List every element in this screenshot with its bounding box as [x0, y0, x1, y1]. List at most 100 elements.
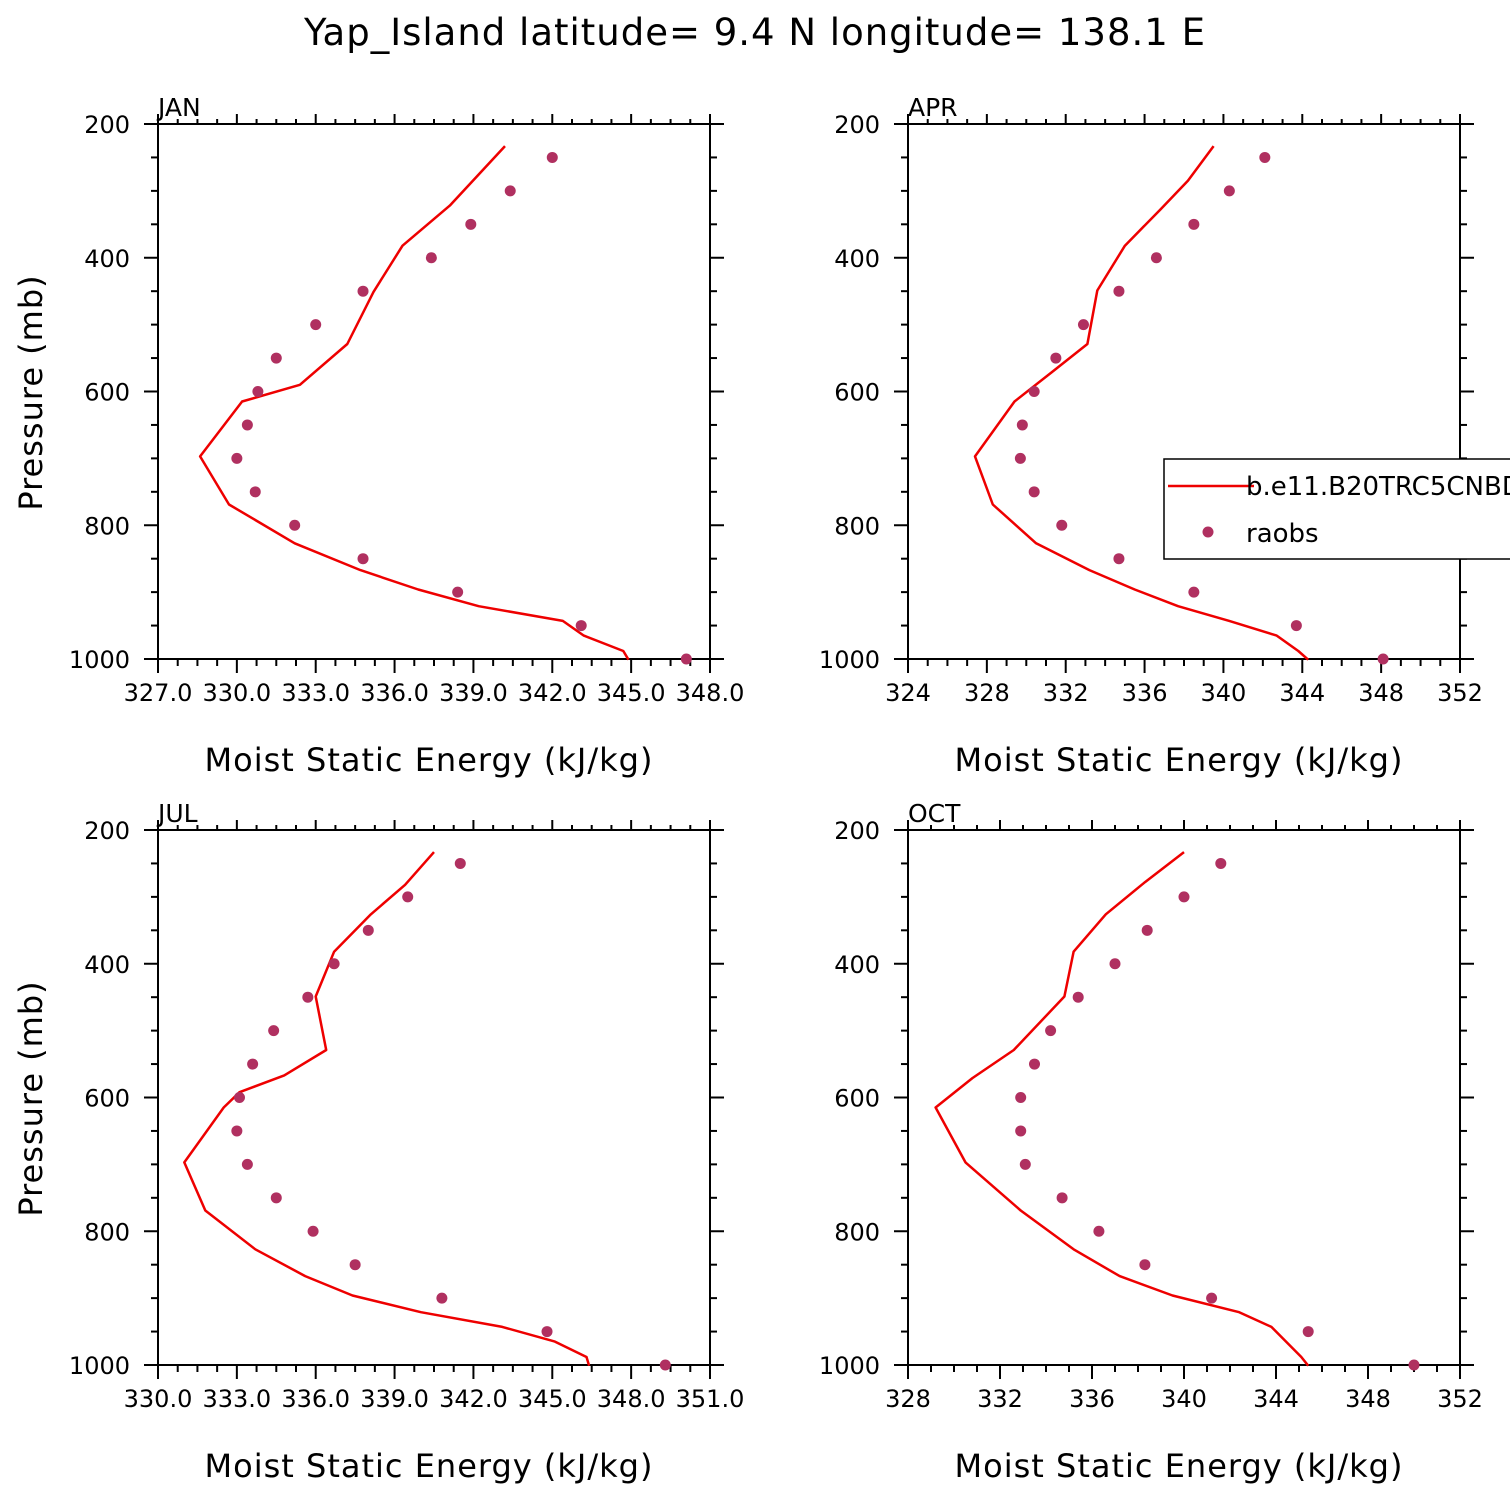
raobs-point: [1223, 185, 1235, 197]
raobs-point: [1139, 1259, 1151, 1271]
x-tick-label: 345.0: [597, 679, 666, 707]
y-tick-label: 800: [84, 512, 130, 540]
raobs-point: [465, 218, 477, 230]
x-tick-label: 332: [977, 1385, 1023, 1413]
raobs-point: [270, 1192, 282, 1204]
raobs-point: [252, 386, 264, 397]
raobs-point: [1028, 386, 1040, 397]
panel-label: JUL: [156, 799, 198, 828]
plot-frame: [157, 123, 711, 660]
raobs-point: [1113, 285, 1125, 297]
x-tick-label: 348.0: [597, 1385, 666, 1413]
raobs-point: [1259, 151, 1271, 163]
raobs-point: [231, 452, 243, 464]
x-tick-label: 339.0: [439, 679, 508, 707]
x-tick-label: 332: [1043, 679, 1089, 707]
raobs-point: [1028, 486, 1040, 498]
x-tick-label: 340: [1161, 1385, 1207, 1413]
x-tick-label: 348: [1345, 1385, 1391, 1413]
x-tick-label: 330.0: [124, 1385, 193, 1413]
y-tick-label: 600: [834, 379, 880, 407]
plot-frame: [907, 123, 1461, 660]
x-tick-label: 333.0: [202, 1385, 271, 1413]
raobs-point: [1178, 891, 1190, 903]
x-tick-label: 333.0: [281, 679, 350, 707]
panel-label: JAN: [156, 93, 201, 122]
x-tick-label: 327.0: [124, 679, 193, 707]
model-profile-line: [934, 851, 1310, 1367]
figure-title: Yap_Island latitude= 9.4 N longitude= 13…: [303, 11, 1206, 54]
raobs-point: [1015, 1092, 1027, 1103]
x-tick-label: 348: [1358, 679, 1404, 707]
raobs-point: [1206, 1292, 1218, 1304]
x-tick-label: 351.0: [676, 1385, 745, 1413]
raobs-point: [349, 1259, 361, 1271]
raobs-point: [1141, 924, 1153, 936]
raobs-point: [1150, 252, 1162, 264]
raobs-point: [241, 1158, 253, 1170]
raobs-point: [436, 1292, 448, 1304]
x-tick-label: 348.0: [676, 679, 745, 707]
raobs-point: [541, 1326, 553, 1338]
y-tick-label: 1000: [819, 1352, 880, 1380]
y-tick-label: 200: [84, 111, 130, 139]
raobs-point: [1056, 519, 1068, 531]
x-tick-label: 340: [1201, 679, 1247, 707]
x-axis-title: Moist Static Energy (kJ/kg): [955, 741, 1404, 779]
raobs-point: [268, 1025, 280, 1037]
raobs-point: [402, 891, 414, 903]
model-profile-line: [973, 145, 1310, 661]
y-tick-label: 400: [84, 245, 130, 273]
y-tick-label: 200: [834, 111, 880, 139]
raobs-point: [1188, 586, 1200, 598]
raobs-point: [241, 419, 253, 431]
raobs-point: [425, 252, 437, 264]
x-tick-label: 328: [885, 1385, 931, 1413]
x-tick-label: 336.0: [281, 1385, 350, 1413]
panel-jan: JAN 327.0 330.0 333.0 336.0 339.0 342.0 345.0 34…: [12, 93, 744, 779]
raobs-point: [270, 352, 282, 364]
raobs-point: [659, 1359, 671, 1371]
raobs-point: [1045, 1025, 1057, 1037]
raobs-point: [1113, 553, 1125, 565]
raobs-point: [328, 958, 340, 970]
raobs-point: [1029, 1058, 1040, 1070]
raobs-point: [289, 519, 301, 531]
raobs-point: [231, 1125, 243, 1137]
x-tick-label: 339.0: [360, 1385, 429, 1413]
panel-apr: APR 324 328 332 336 340 344 348 352 200 400 600 800 1…: [819, 93, 1510, 779]
y-tick-label: 400: [834, 245, 880, 273]
y-tick-label: 400: [84, 951, 130, 979]
y-tick-label: 200: [834, 817, 880, 845]
raobs-point: [1050, 352, 1062, 364]
y-tick-label: 400: [834, 951, 880, 979]
x-tick-label: 344: [1279, 679, 1325, 707]
x-tick-label: 336: [1122, 679, 1168, 707]
x-tick-label: 324: [885, 679, 931, 707]
x-tick-label: 342.0: [439, 1385, 508, 1413]
y-tick-label: 1000: [819, 646, 880, 674]
y-tick-label: 800: [834, 1218, 880, 1246]
raobs-point: [307, 1225, 319, 1237]
model-profile-line: [198, 145, 630, 661]
raobs-point: [546, 151, 558, 163]
x-tick-label: 352: [1437, 1385, 1483, 1413]
x-axis-title: Moist Static Energy (kJ/kg): [205, 1447, 654, 1485]
raobs-point: [310, 319, 322, 331]
raobs-point: [1016, 419, 1028, 431]
raobs-point: [1093, 1225, 1105, 1237]
raobs-point: [247, 1058, 259, 1070]
raobs-point: [575, 620, 587, 632]
legend-dot-swatch: [1202, 526, 1214, 538]
raobs-point: [1072, 991, 1084, 1003]
x-axis-title: Moist Static Energy (kJ/kg): [955, 1447, 1404, 1485]
x-tick-label: 336.0: [360, 679, 429, 707]
raobs-point: [357, 285, 369, 297]
raobs-point: [357, 553, 369, 565]
y-axis-title: Pressure (mb): [12, 274, 50, 510]
raobs-point: [452, 586, 464, 598]
y-tick-label: 800: [84, 1218, 130, 1246]
raobs-point: [1015, 1125, 1027, 1137]
raobs-point: [233, 1092, 245, 1103]
